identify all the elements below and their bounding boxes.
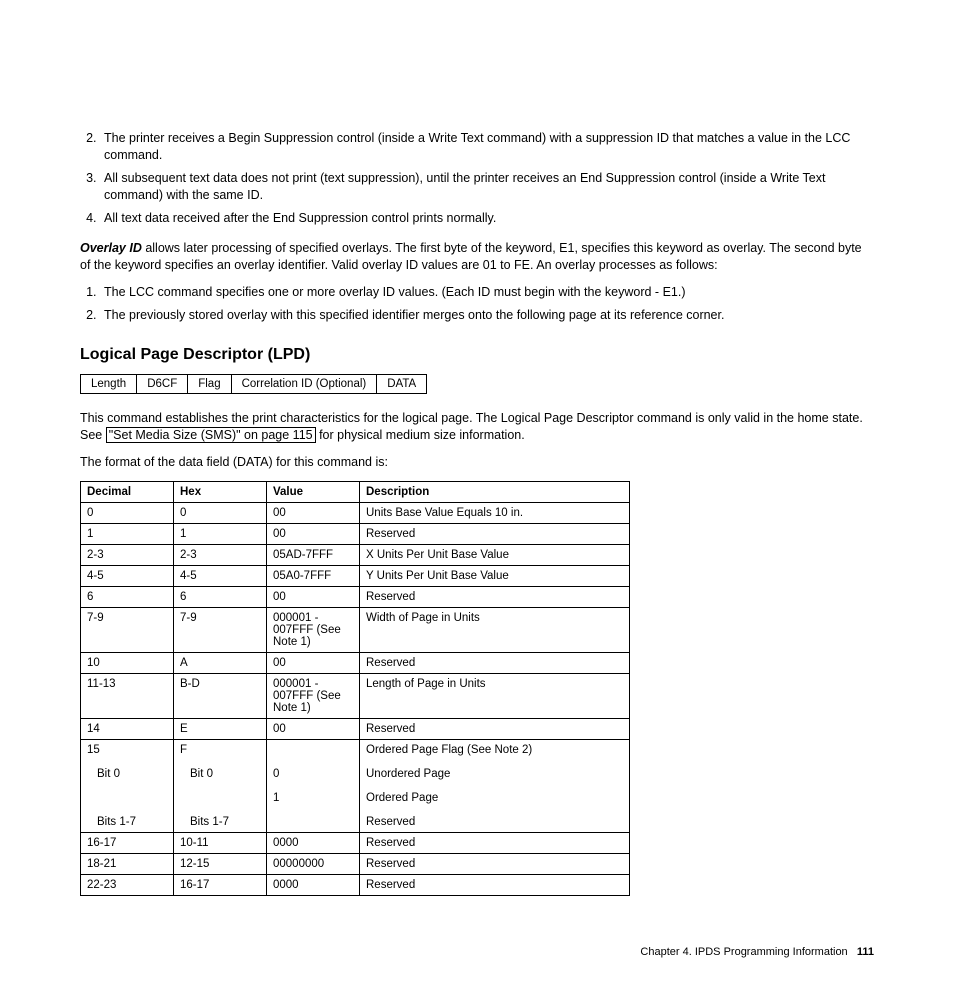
chapter-label: Chapter 4. IPDS Programming Information [640, 946, 847, 958]
table-row: 4-5 4-5 05A0-7FFF Y Units Per Unit Base … [81, 565, 630, 586]
cell: 22-23 [81, 874, 174, 895]
cell: 0 1 [267, 739, 360, 832]
table-row: 11-13 B-D 000001 - 007FFF (See Note 1) L… [81, 673, 630, 718]
header-cell: DATA [377, 374, 427, 393]
list-item: All subsequent text data does not print … [100, 170, 874, 204]
cell: 0 [81, 502, 174, 523]
cell: Ordered Page Flag (See Note 2) Unordered… [360, 739, 630, 832]
cell: 18-21 [81, 853, 174, 874]
cell: 00 [267, 586, 360, 607]
cell: X Units Per Unit Base Value [360, 544, 630, 565]
cell: 14 [81, 718, 174, 739]
table-row: 1 1 00 Reserved [81, 523, 630, 544]
header-cell: Length [81, 374, 137, 393]
cell: 00 [267, 718, 360, 739]
cell: 6 [81, 586, 174, 607]
table-row: 0 0 00 Units Base Value Equals 10 in. [81, 502, 630, 523]
cell: 2-3 [174, 544, 267, 565]
cell: 16-17 [81, 832, 174, 853]
cell: 0000 [267, 874, 360, 895]
cell: 000001 - 007FFF (See Note 1) [267, 607, 360, 652]
cell: 00 [267, 523, 360, 544]
table-row: 18-21 12-15 00000000 Reserved [81, 853, 630, 874]
overlay-para: Overlay ID allows later processing of sp… [80, 240, 874, 274]
cell: F Bit 0 Bits 1-7 [174, 739, 267, 832]
cell: 1 [81, 523, 174, 544]
cell: Length of Page in Units [360, 673, 630, 718]
overlay-text: allows later processing of specified ove… [80, 241, 862, 272]
cell: E [174, 718, 267, 739]
cell: 2-3 [81, 544, 174, 565]
cell: 6 [174, 586, 267, 607]
cell: Units Base Value Equals 10 in. [360, 502, 630, 523]
format-intro: The format of the data field (DATA) for … [80, 454, 874, 471]
page-number: 111 [857, 946, 874, 958]
data-field-table: Decimal Hex Value Description 0 0 00 Uni… [80, 481, 630, 896]
cell: B-D [174, 673, 267, 718]
overlay-list: The LCC command specifies one or more ov… [80, 284, 874, 324]
command-desc-para: This command establishes the print chara… [80, 410, 874, 444]
cell: 16-17 [174, 874, 267, 895]
table-row: 14 E 00 Reserved [81, 718, 630, 739]
cell: Width of Page in Units [360, 607, 630, 652]
text-b: for physical medium size information. [316, 428, 525, 442]
page-footer: Chapter 4. IPDS Programming Information … [80, 946, 874, 958]
cell: 00 [267, 652, 360, 673]
header-cell: Correlation ID (Optional) [231, 374, 377, 393]
cell: 10-11 [174, 832, 267, 853]
list-item: The LCC command specifies one or more ov… [100, 284, 874, 301]
cell: 0 [174, 502, 267, 523]
table-row: 7-9 7-9 000001 - 007FFF (See Note 1) Wid… [81, 607, 630, 652]
cell: Reserved [360, 652, 630, 673]
cell: A [174, 652, 267, 673]
column-header: Description [360, 481, 630, 502]
column-header: Value [267, 481, 360, 502]
cell: Reserved [360, 586, 630, 607]
list-item: The previously stored overlay with this … [100, 307, 874, 324]
list-item: The printer receives a Begin Suppression… [100, 130, 874, 164]
cell: 1 [174, 523, 267, 544]
cell: 11-13 [81, 673, 174, 718]
cell: 05AD-7FFF [267, 544, 360, 565]
list-item: All text data received after the End Sup… [100, 210, 874, 227]
cell: 15 Bit 0 Bits 1-7 [81, 739, 174, 832]
table-header-row: Decimal Hex Value Description [81, 481, 630, 502]
cell: 00 [267, 502, 360, 523]
cell: 7-9 [81, 607, 174, 652]
cell: 05A0-7FFF [267, 565, 360, 586]
cell: 0000 [267, 832, 360, 853]
document-page: The printer receives a Begin Suppression… [0, 0, 954, 998]
cell: 10 [81, 652, 174, 673]
header-cell: Flag [188, 374, 231, 393]
header-cell: D6CF [137, 374, 188, 393]
table-row: 6 6 00 Reserved [81, 586, 630, 607]
cell: Reserved [360, 832, 630, 853]
cell: Reserved [360, 853, 630, 874]
column-header: Decimal [81, 481, 174, 502]
cell: 7-9 [174, 607, 267, 652]
table-row: 2-3 2-3 05AD-7FFF X Units Per Unit Base … [81, 544, 630, 565]
cell: Reserved [360, 718, 630, 739]
table-row: 16-17 10-11 0000 Reserved [81, 832, 630, 853]
cell: 4-5 [81, 565, 174, 586]
cell: 12-15 [174, 853, 267, 874]
table-row: 22-23 16-17 0000 Reserved [81, 874, 630, 895]
section-heading: Logical Page Descriptor (LPD) [80, 346, 874, 364]
column-header: Hex [174, 481, 267, 502]
cell: Y Units Per Unit Base Value [360, 565, 630, 586]
suppression-list: The printer receives a Begin Suppression… [80, 130, 874, 226]
cell: Reserved [360, 523, 630, 544]
cell: 4-5 [174, 565, 267, 586]
cross-reference-link[interactable]: "Set Media Size (SMS)" on page 115 [106, 427, 316, 443]
cell: Reserved [360, 874, 630, 895]
overlay-lead: Overlay ID [80, 241, 142, 255]
lpd-header-table: Length D6CF Flag Correlation ID (Optiona… [80, 374, 427, 394]
table-row: 10 A 00 Reserved [81, 652, 630, 673]
cell: 00000000 [267, 853, 360, 874]
cell: 000001 - 007FFF (See Note 1) [267, 673, 360, 718]
table-row-complex: 15 Bit 0 Bits 1-7 F Bit 0 Bits 1-7 0 1 O… [81, 739, 630, 832]
